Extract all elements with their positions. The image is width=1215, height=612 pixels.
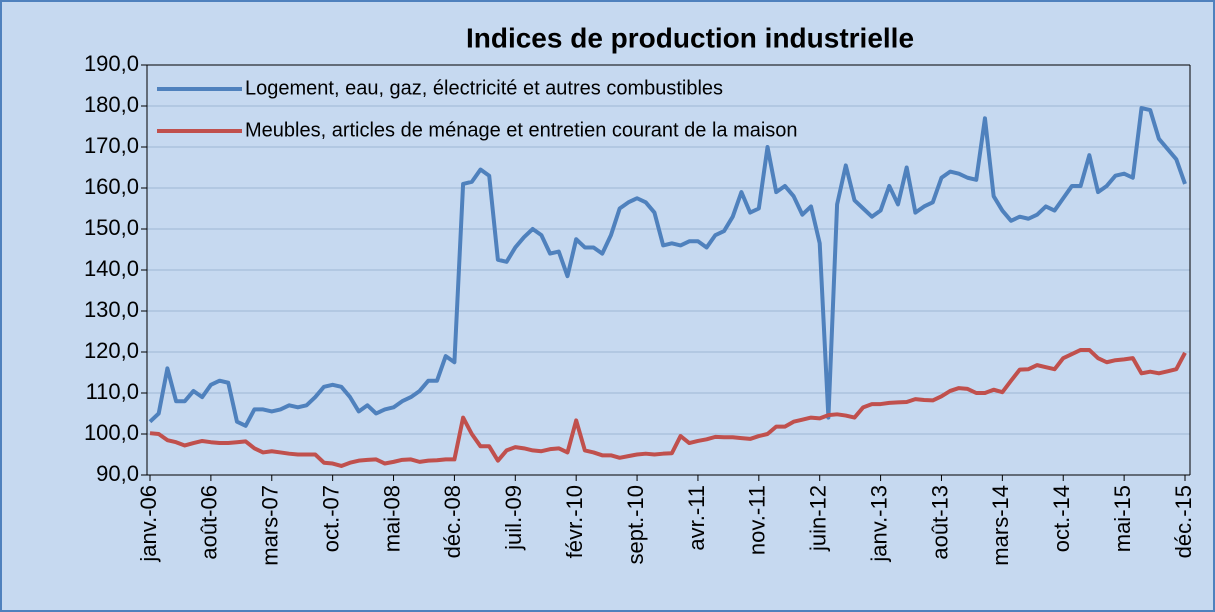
series-line bbox=[149, 347, 1187, 468]
x-tick-label: janv.-06 bbox=[136, 485, 161, 563]
y-tick-label: 130,0 bbox=[84, 297, 139, 322]
x-tick-label: mai-08 bbox=[379, 485, 404, 552]
x-tick-label: oct.-14 bbox=[1049, 485, 1074, 552]
x-tick-label: avr.-11 bbox=[684, 485, 709, 551]
series-line bbox=[148, 106, 1187, 428]
y-tick-label: 120,0 bbox=[84, 338, 139, 363]
chart-title: Indices de production industrielle bbox=[466, 22, 914, 53]
x-tick-label: janv.-13 bbox=[866, 485, 891, 563]
y-tick-label: 90,0 bbox=[96, 461, 139, 486]
x-tick-label: mars-14 bbox=[988, 485, 1013, 566]
x-tick-label: févr.-10 bbox=[562, 485, 587, 558]
x-tick-label: déc.-08 bbox=[440, 485, 465, 558]
y-tick-label: 140,0 bbox=[84, 256, 139, 281]
y-tick-label: 150,0 bbox=[84, 215, 139, 240]
y-tick-label: 160,0 bbox=[84, 174, 139, 199]
x-tick-label: oct.-07 bbox=[318, 485, 343, 552]
x-tick-label: août-13 bbox=[927, 485, 952, 560]
x-tick-label: sept.-10 bbox=[623, 485, 648, 565]
y-tick-label: 110,0 bbox=[86, 379, 139, 404]
x-tick-label: août-06 bbox=[197, 485, 222, 560]
x-tick-label: juin-12 bbox=[806, 485, 831, 552]
x-tick-label: mai-15 bbox=[1110, 485, 1135, 552]
y-tick-label: 190,0 bbox=[84, 51, 139, 76]
y-tick-label: 170,0 bbox=[84, 133, 139, 158]
legend-label: Logement, eau, gaz, électricité et autre… bbox=[245, 77, 723, 99]
x-tick-label: nov.-11 bbox=[745, 485, 770, 555]
x-tick-label: juil.-09 bbox=[501, 485, 526, 551]
y-tick-label: 100,0 bbox=[84, 420, 139, 445]
x-tick-label: déc.-15 bbox=[1171, 485, 1196, 558]
y-tick-label: 180,0 bbox=[84, 92, 139, 117]
x-tick-label: mars-07 bbox=[258, 485, 283, 566]
legend-label: Meubles, articles de ménage et entretien… bbox=[245, 119, 798, 141]
